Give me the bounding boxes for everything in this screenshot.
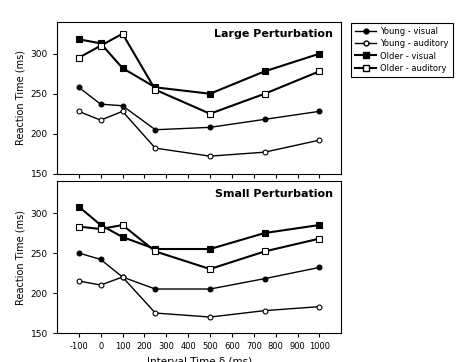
Text: Large Perturbation: Large Perturbation — [214, 29, 333, 39]
X-axis label: Interval Time δ (ms): Interval Time δ (ms) — [146, 357, 252, 362]
Legend: Young - visual, Young - auditory, Older - visual, Older - auditory: Young - visual, Young - auditory, Older … — [351, 23, 453, 77]
Y-axis label: Reaction Time (ms): Reaction Time (ms) — [15, 210, 25, 304]
Y-axis label: Reaction Time (ms): Reaction Time (ms) — [15, 50, 25, 145]
Text: Small Perturbation: Small Perturbation — [215, 189, 333, 199]
